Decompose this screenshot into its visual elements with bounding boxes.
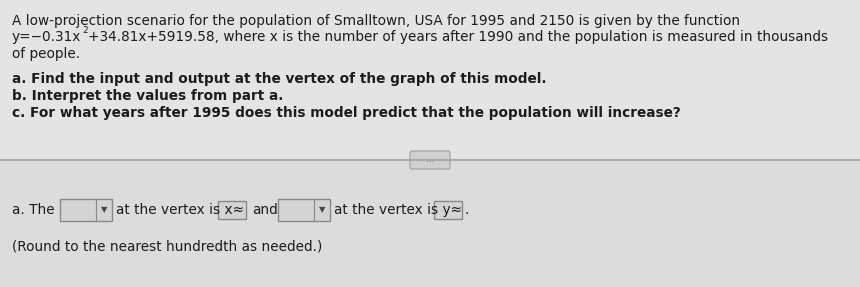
- Text: of people.: of people.: [12, 47, 80, 61]
- FancyBboxPatch shape: [218, 201, 246, 219]
- Text: +34.81x+5919.58, where x is the number of years after 1990 and the population is: +34.81x+5919.58, where x is the number o…: [88, 30, 828, 44]
- Text: ▼: ▼: [101, 205, 108, 214]
- Text: c. For what years after 1995 does this model predict that the population will in: c. For what years after 1995 does this m…: [12, 106, 681, 120]
- Bar: [0, 160, 860, 287]
- Text: 2: 2: [82, 26, 88, 35]
- Text: at the vertex is x≈: at the vertex is x≈: [116, 203, 244, 217]
- FancyBboxPatch shape: [410, 151, 450, 169]
- Text: a. Find the input and output at the vertex of the graph of this model.: a. Find the input and output at the vert…: [12, 72, 546, 86]
- Text: a. The: a. The: [12, 203, 55, 217]
- Text: .: .: [464, 203, 469, 217]
- Text: at the vertex is y≈: at the vertex is y≈: [334, 203, 462, 217]
- FancyBboxPatch shape: [60, 199, 112, 221]
- Text: (Round to the nearest hundredth as needed.): (Round to the nearest hundredth as neede…: [12, 240, 322, 254]
- Text: b. Interpret the values from part a.: b. Interpret the values from part a.: [12, 89, 284, 103]
- FancyBboxPatch shape: [278, 199, 330, 221]
- Text: and: and: [252, 203, 278, 217]
- FancyBboxPatch shape: [434, 201, 462, 219]
- Text: y=−0.31x: y=−0.31x: [12, 30, 82, 44]
- Text: ...: ...: [426, 156, 434, 164]
- Bar: [0, 0, 860, 160]
- Text: A low-projection scenario for the population of Smalltown, USA for 1995 and 2150: A low-projection scenario for the popula…: [12, 14, 740, 28]
- Text: ▼: ▼: [319, 205, 325, 214]
